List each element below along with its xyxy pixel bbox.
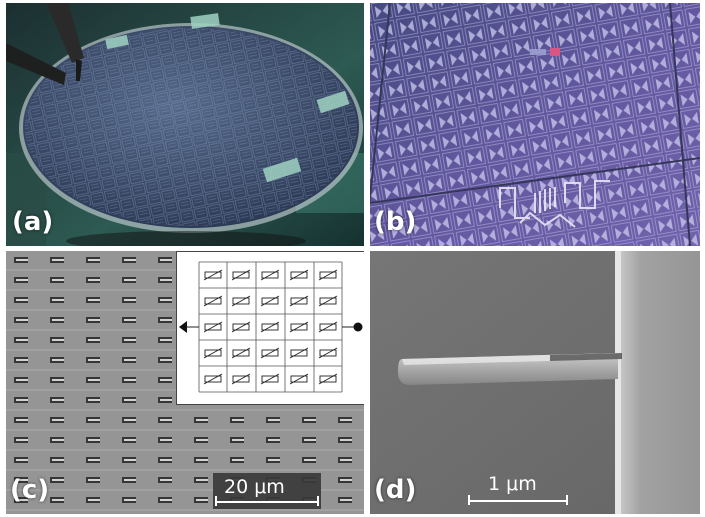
variable-arrow bbox=[260, 373, 280, 385]
variable-arrow bbox=[318, 373, 338, 385]
panel-d: 1 μm (d) bbox=[370, 251, 700, 514]
variable-arrow bbox=[231, 347, 251, 359]
variable-arrow bbox=[203, 295, 223, 307]
panel-b: (b) bbox=[370, 3, 700, 246]
variable-arrow bbox=[203, 269, 223, 281]
panel-label-b: (b) bbox=[374, 207, 417, 237]
wafer-photo bbox=[6, 3, 364, 246]
variable-arrow bbox=[203, 347, 223, 359]
variable-arrow bbox=[318, 347, 338, 359]
panel-a: (a) bbox=[6, 3, 364, 246]
scale-bar-d-label: 1 μm bbox=[488, 473, 537, 495]
panel-c: 20 μm (c) bbox=[6, 251, 364, 514]
variable-arrow bbox=[318, 321, 338, 333]
panel-label-a: (a) bbox=[12, 207, 54, 237]
input-terminal-icon bbox=[179, 321, 187, 333]
variable-arrow bbox=[289, 347, 309, 359]
variable-arrow bbox=[289, 321, 309, 333]
scale-bar-c-tick-left bbox=[215, 496, 217, 506]
scale-bar-d-line bbox=[468, 500, 568, 502]
variable-arrow bbox=[203, 321, 223, 333]
variable-arrow bbox=[260, 321, 280, 333]
scale-bar-d-tick-right bbox=[566, 495, 568, 505]
output-terminal-icon bbox=[353, 322, 363, 332]
variable-arrow bbox=[260, 269, 280, 281]
variable-arrow bbox=[289, 373, 309, 385]
sem-cantilever bbox=[370, 251, 700, 514]
resistor-grid-diagram bbox=[179, 261, 363, 393]
scale-bar-c-tick-right bbox=[317, 496, 319, 506]
variable-arrow bbox=[231, 373, 251, 385]
variable-arrow bbox=[231, 295, 251, 307]
variable-arrow bbox=[318, 295, 338, 307]
variable-arrow bbox=[260, 347, 280, 359]
panel-label-d: (d) bbox=[374, 475, 417, 505]
variable-arrow bbox=[289, 269, 309, 281]
chip-micrograph bbox=[370, 3, 700, 246]
variable-arrow bbox=[231, 321, 251, 333]
panel-label-c: (c) bbox=[10, 475, 50, 505]
variable-arrow bbox=[289, 295, 309, 307]
resistor-network-inset bbox=[176, 251, 364, 405]
variable-arrow bbox=[203, 373, 223, 385]
scale-bar-c-label: 20 μm bbox=[224, 476, 285, 498]
scale-bar-d-tick-left bbox=[468, 495, 470, 505]
variable-arrow bbox=[318, 269, 338, 281]
variable-arrow bbox=[231, 269, 251, 281]
variable-arrow bbox=[260, 295, 280, 307]
scale-bar-c bbox=[213, 473, 321, 509]
scale-bar-c-line bbox=[215, 501, 319, 503]
